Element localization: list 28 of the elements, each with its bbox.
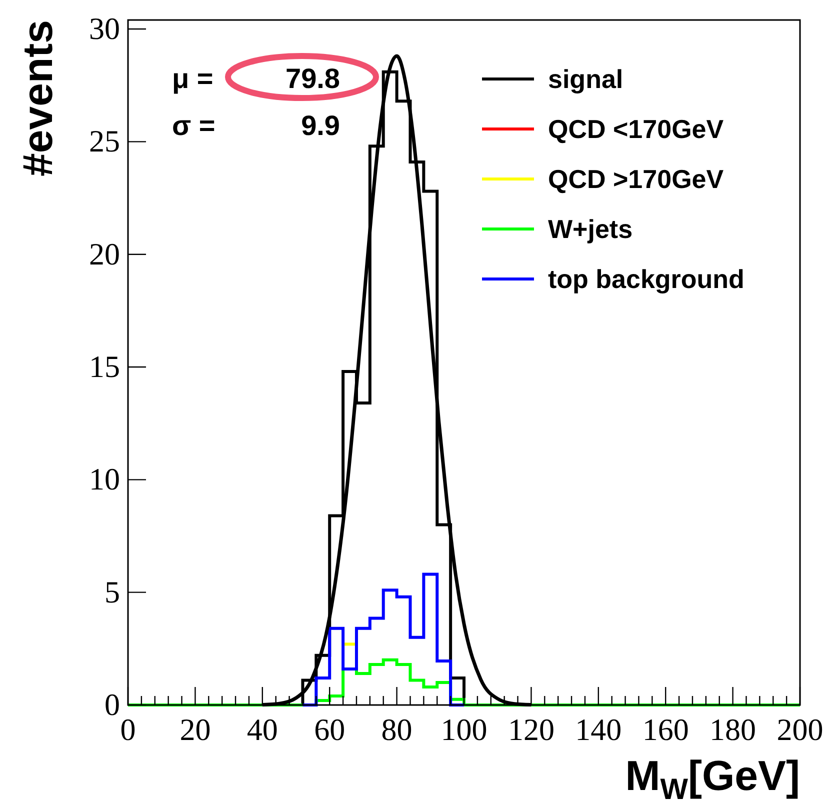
legend-label: top background — [548, 264, 744, 294]
y-tick-label: 30 — [89, 11, 120, 46]
x-tick-label: 140 — [575, 712, 622, 747]
annotation: σ = — [172, 110, 216, 141]
x-tick-label: 100 — [440, 712, 488, 747]
x-tick-label: 180 — [710, 712, 756, 747]
x-tick-label: 80 — [381, 712, 412, 747]
x-tick-label: 20 — [180, 712, 211, 747]
y-tick-label: 15 — [89, 349, 120, 384]
legend-label: QCD <170GeV — [548, 114, 724, 144]
x-tick-label: 120 — [508, 712, 554, 747]
y-tick-label: 10 — [89, 462, 120, 497]
y-tick-label: 0 — [104, 687, 120, 722]
y-tick-label: 25 — [89, 124, 120, 159]
y-axis-title: #events — [14, 20, 61, 176]
annotation: 9.9 — [301, 110, 340, 141]
x-axis-title: M$_{W}$[GeV] — [625, 752, 800, 803]
legend-label: signal — [548, 64, 624, 94]
legend-label: QCD >170GeV — [548, 164, 724, 194]
x-tick-label: 160 — [642, 712, 689, 747]
x-tick-label: 40 — [246, 712, 278, 747]
y-tick-label: 5 — [104, 574, 120, 610]
annotation: μ = — [172, 63, 214, 94]
y-tick-label: 20 — [89, 236, 120, 272]
annotation: 79.8 — [286, 63, 340, 94]
x-tick-label: 200 — [776, 712, 824, 747]
x-tick-label: 60 — [314, 712, 346, 747]
legend-label: W+jets — [548, 214, 633, 244]
